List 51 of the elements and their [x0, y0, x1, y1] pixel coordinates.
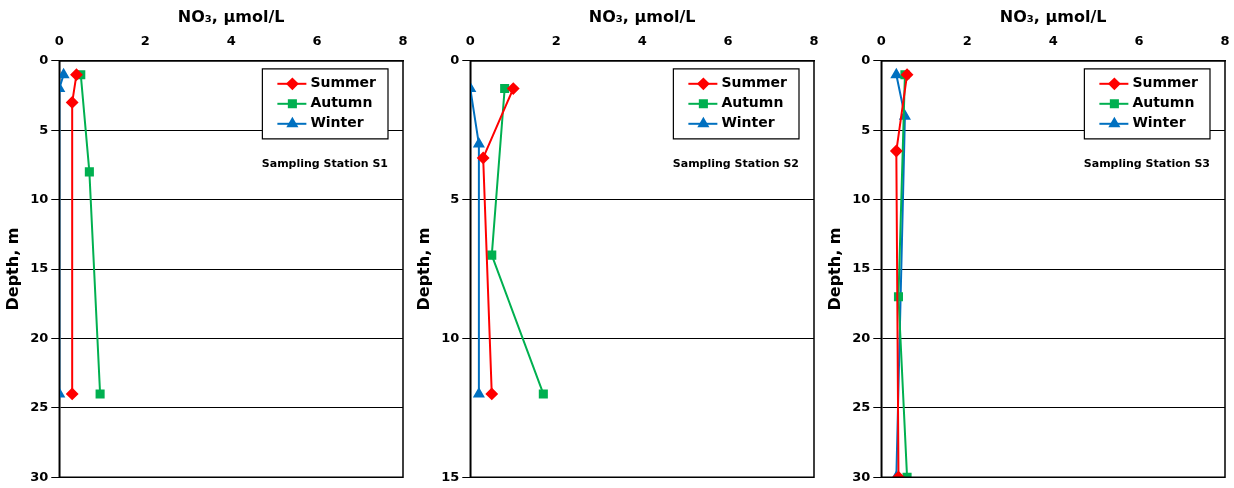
legend-label: Winter: [1132, 114, 1186, 131]
annotation: Sampling Station S3: [1083, 157, 1210, 171]
y-tick-label: 5: [39, 121, 49, 137]
legend-label: Winter: [310, 114, 364, 131]
x-tick-label: 6: [312, 33, 322, 49]
y-axis-title: Depth, m: [824, 227, 844, 311]
legend-label: Autumn: [310, 94, 373, 111]
y-tick-label: 10: [441, 329, 460, 345]
legend-label: Summer: [721, 74, 788, 91]
y-tick-label: 20: [30, 329, 49, 345]
y-tick-label: 15: [30, 260, 49, 276]
x-axis-title: NO₃, µmol/L: [177, 6, 285, 26]
x-tick-label: 4: [637, 33, 647, 49]
x-tick-label: 8: [398, 33, 408, 49]
y-tick-label: 0: [861, 52, 871, 68]
y-tick-label: 15: [441, 468, 460, 484]
y-tick-label: 15: [852, 260, 871, 276]
y-tick-label: 25: [852, 399, 871, 415]
y-tick-label: 5: [450, 190, 460, 206]
y-tick-label: 0: [450, 52, 460, 68]
x-tick-label: 2: [140, 33, 150, 49]
y-tick-label: 25: [30, 399, 49, 415]
y-tick-label: 30: [852, 468, 871, 484]
x-tick-label: 2: [551, 33, 561, 49]
y-axis-title: Depth, m: [413, 227, 433, 311]
legend-label: Summer: [1132, 74, 1199, 91]
x-tick-label: 4: [226, 33, 236, 49]
y-tick-label: 30: [30, 468, 49, 484]
y-tick-label: 5: [861, 121, 871, 137]
y-axis-title: Depth, m: [2, 227, 22, 311]
x-tick-label: 8: [809, 33, 819, 49]
y-tick-label: 10: [30, 190, 49, 206]
x-tick-label: 6: [1134, 33, 1144, 49]
y-tick-label: 10: [852, 190, 871, 206]
legend-label: Autumn: [1132, 94, 1195, 111]
y-tick-label: 20: [852, 329, 871, 345]
legend-label: Winter: [721, 114, 775, 131]
x-tick-label: 0: [876, 33, 886, 49]
x-tick-label: 0: [54, 33, 64, 49]
x-axis-title: NO₃, µmol/L: [999, 6, 1107, 26]
x-tick-label: 0: [465, 33, 475, 49]
annotation: Sampling Station S1: [261, 157, 388, 171]
x-tick-label: 4: [1048, 33, 1058, 49]
x-axis-title: NO₃, µmol/L: [588, 6, 696, 26]
x-tick-label: 2: [962, 33, 972, 49]
legend-label: Autumn: [721, 94, 784, 111]
x-tick-label: 8: [1220, 33, 1230, 49]
annotation: Sampling Station S2: [672, 157, 799, 171]
x-tick-label: 6: [723, 33, 733, 49]
legend-label: Summer: [310, 74, 377, 91]
y-tick-label: 0: [39, 52, 49, 68]
